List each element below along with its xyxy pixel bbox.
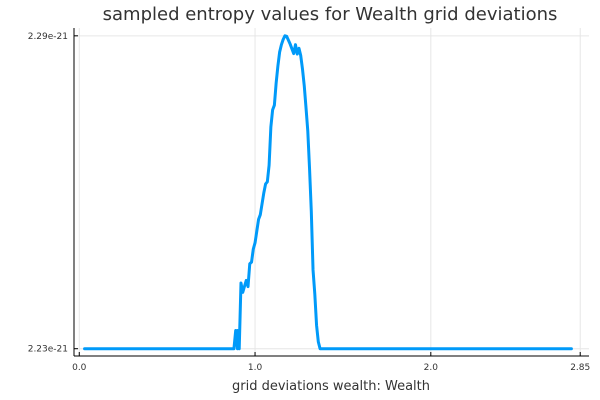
axis-ticks: 0.0 1.0 2.0 2.85 2.23e-21 2.29e-21 (28, 32, 591, 373)
x-tick-label: 2.85 (570, 363, 590, 373)
y-tick-label: 2.23e-21 (28, 345, 68, 355)
series-line (83, 34, 573, 351)
x-axis-label: grid deviations wealth: Wealth (232, 379, 430, 394)
x-tick-label: 0.0 (72, 363, 87, 373)
x-tick-label: 1.0 (248, 363, 263, 373)
y-tick-label: 2.29e-21 (28, 32, 68, 42)
series-layer (83, 34, 573, 351)
x-tick-label: 2.0 (424, 363, 439, 373)
chart-title: sampled entropy values for Wealth grid d… (103, 4, 558, 25)
grid-lines (74, 28, 589, 356)
